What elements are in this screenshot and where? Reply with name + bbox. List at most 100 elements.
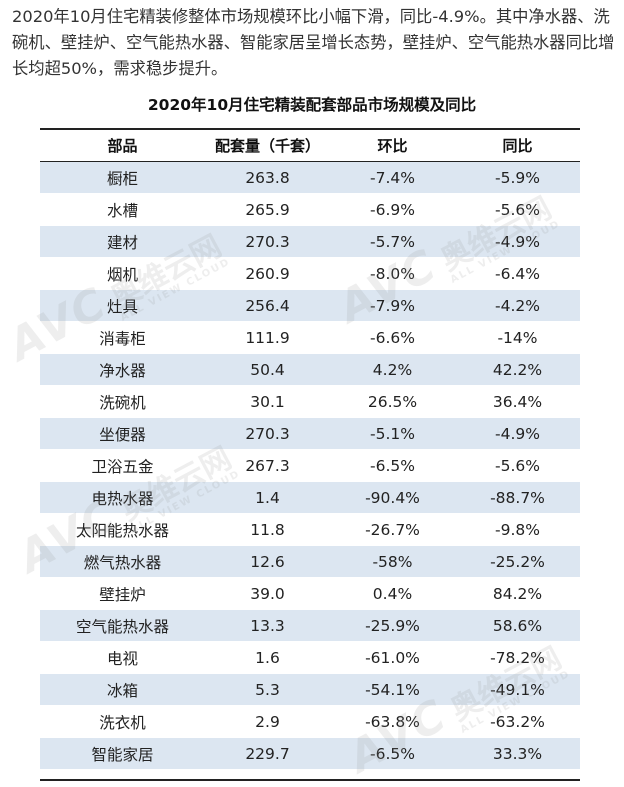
cell-yoy: -78.2% <box>455 641 580 674</box>
cell-mom: -8.0% <box>330 257 455 290</box>
cell-yoy: -5.9% <box>455 161 580 194</box>
cell-volume: 1.6 <box>205 641 330 674</box>
cell-volume: 30.1 <box>205 385 330 418</box>
header-cell: 部品 <box>40 130 205 162</box>
cell-product: 冰箱 <box>40 673 205 706</box>
table-row: 电热水器 1.4 -90.4% -88.7% <box>40 481 580 514</box>
table-row: 消毒柜 111.9 -6.6% -14% <box>40 321 580 354</box>
table-top-rule <box>40 128 580 130</box>
cell-product: 洗碗机 <box>40 385 205 418</box>
header-cell: 环比 <box>330 130 455 162</box>
cell-mom: -7.4% <box>330 161 455 194</box>
cell-yoy: -6.4% <box>455 257 580 290</box>
cell-mom: -7.9% <box>330 289 455 322</box>
table-row: 燃气热水器 12.6 -58% -25.2% <box>40 545 580 578</box>
header-cell: 同比 <box>455 130 580 162</box>
cell-yoy: -4.9% <box>455 225 580 258</box>
cell-volume: 13.3 <box>205 609 330 642</box>
table-bottom-rule <box>40 779 580 781</box>
cell-product: 太阳能热水器 <box>40 513 205 546</box>
cell-product: 空气能热水器 <box>40 609 205 642</box>
cell-product: 电视 <box>40 641 205 674</box>
cell-mom: -6.5% <box>330 449 455 482</box>
cell-product: 电热水器 <box>40 481 205 514</box>
cell-mom: -25.9% <box>330 609 455 642</box>
cell-product: 洗衣机 <box>40 705 205 738</box>
table-row: 太阳能热水器 11.8 -26.7% -9.8% <box>40 513 580 546</box>
cell-yoy: -4.9% <box>455 417 580 450</box>
cell-yoy: -4.2% <box>455 289 580 322</box>
cell-mom: -6.6% <box>330 321 455 354</box>
cell-mom: 26.5% <box>330 385 455 418</box>
table-row: 卫浴五金 267.3 -6.5% -5.6% <box>40 449 580 482</box>
table-body: 橱柜 263.8 -7.4% -5.9% 水槽 265.9 -6.9% -5.6% 建材 270.… <box>40 161 580 770</box>
cell-product: 建材 <box>40 225 205 258</box>
cell-yoy: 58.6% <box>455 609 580 642</box>
cell-mom: -90.4% <box>330 481 455 514</box>
table-row: 洗碗机 30.1 26.5% 36.4% <box>40 385 580 418</box>
cell-product: 灶具 <box>40 289 205 322</box>
cell-volume: 12.6 <box>205 545 330 578</box>
cell-volume: 270.3 <box>205 417 330 450</box>
table-row: 坐便器 270.3 -5.1% -4.9% <box>40 417 580 450</box>
table-row: 灶具 256.4 -7.9% -4.2% <box>40 289 580 322</box>
cell-volume: 5.3 <box>205 673 330 706</box>
cell-yoy: 42.2% <box>455 353 580 386</box>
cell-product: 卫浴五金 <box>40 449 205 482</box>
table-row: 烟机 260.9 -8.0% -6.4% <box>40 257 580 290</box>
cell-mom: -6.9% <box>330 193 455 226</box>
cell-product: 橱柜 <box>40 161 205 194</box>
cell-mom: -61.0% <box>330 641 455 674</box>
cell-volume: 50.4 <box>205 353 330 386</box>
cell-yoy: -63.2% <box>455 705 580 738</box>
table-row: 水槽 265.9 -6.9% -5.6% <box>40 193 580 226</box>
cell-volume: 11.8 <box>205 513 330 546</box>
cell-yoy: -25.2% <box>455 545 580 578</box>
cell-yoy: -5.6% <box>455 449 580 482</box>
cell-product: 净水器 <box>40 353 205 386</box>
cell-mom: -5.7% <box>330 225 455 258</box>
cell-mom: -63.8% <box>330 705 455 738</box>
intro-paragraph: 2020年10月住宅精装修整体市场规模环比小幅下滑，同比-4.9%。其中净水器、… <box>12 7 615 78</box>
table-row: 建材 270.3 -5.7% -4.9% <box>40 225 580 258</box>
table-row: 壁挂炉 39.0 0.4% 84.2% <box>40 577 580 610</box>
cell-yoy: 33.3% <box>455 737 580 770</box>
table-row: 橱柜 263.8 -7.4% -5.9% <box>40 161 580 194</box>
cell-mom: 0.4% <box>330 577 455 610</box>
cell-yoy: -14% <box>455 321 580 354</box>
cell-product: 燃气热水器 <box>40 545 205 578</box>
cell-volume: 39.0 <box>205 577 330 610</box>
cell-volume: 267.3 <box>205 449 330 482</box>
cell-yoy: -5.6% <box>455 193 580 226</box>
cell-volume: 1.4 <box>205 481 330 514</box>
cell-yoy: -9.8% <box>455 513 580 546</box>
cell-product: 水槽 <box>40 193 205 226</box>
cell-mom: -6.5% <box>330 737 455 770</box>
cell-mom: 4.2% <box>330 353 455 386</box>
cell-mom: -5.1% <box>330 417 455 450</box>
cell-volume: 260.9 <box>205 257 330 290</box>
cell-product: 坐便器 <box>40 417 205 450</box>
table-row: 冰箱 5.3 -54.1% -49.1% <box>40 673 580 706</box>
cell-mom: -54.1% <box>330 673 455 706</box>
table-row: 电视 1.6 -61.0% -78.2% <box>40 641 580 674</box>
table-header-row: 部品 配套量（千套） 环比 同比 <box>40 130 580 162</box>
header-cell: 配套量（千套） <box>205 130 330 162</box>
table-row: 净水器 50.4 4.2% 42.2% <box>40 353 580 386</box>
table-row: 空气能热水器 13.3 -25.9% 58.6% <box>40 609 580 642</box>
cell-volume: 265.9 <box>205 193 330 226</box>
cell-volume: 256.4 <box>205 289 330 322</box>
cell-yoy: 36.4% <box>455 385 580 418</box>
cell-yoy: -49.1% <box>455 673 580 706</box>
cell-yoy: 84.2% <box>455 577 580 610</box>
market-table: 部品 配套量（千套） 环比 同比 橱柜 263.8 -7.4% -5.9% 水槽 265.… <box>40 130 580 770</box>
table-title: 2020年10月住宅精装配套部品市场规模及同比 <box>147 96 477 114</box>
cell-volume: 263.8 <box>205 161 330 194</box>
cell-mom: -58% <box>330 545 455 578</box>
cell-yoy: -88.7% <box>455 481 580 514</box>
cell-product: 消毒柜 <box>40 321 205 354</box>
cell-volume: 229.7 <box>205 737 330 770</box>
cell-product: 智能家居 <box>40 737 205 770</box>
table-row: 智能家居 229.7 -6.5% 33.3% <box>40 737 580 770</box>
cell-product: 烟机 <box>40 257 205 290</box>
